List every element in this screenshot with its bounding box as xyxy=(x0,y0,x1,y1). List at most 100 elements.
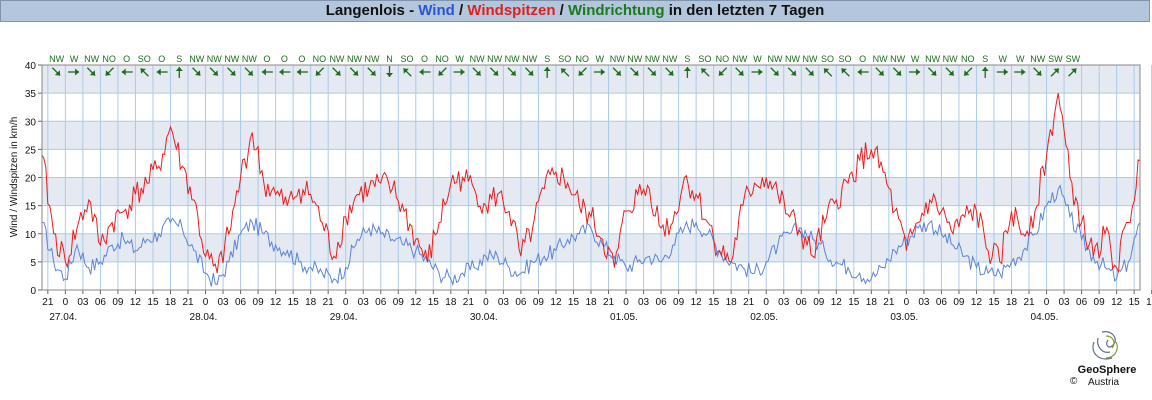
direction-label: NW xyxy=(767,54,782,64)
x-tick-label: 21 xyxy=(743,297,755,308)
title-separator: / xyxy=(454,2,468,19)
arrow-head xyxy=(948,70,954,76)
arrow-head xyxy=(790,70,797,76)
direction-arrow-icon xyxy=(227,67,236,76)
x-tick-label: 03 xyxy=(1059,297,1071,308)
arrow-head xyxy=(510,70,516,76)
direction-label: NW xyxy=(470,54,485,64)
x-tick-label: 12 xyxy=(971,297,983,308)
x-tick-label: 21 xyxy=(323,297,335,308)
arrow-head xyxy=(261,68,266,76)
direction-label: S xyxy=(684,54,690,64)
arrow-head xyxy=(773,70,779,76)
direction-label: NW xyxy=(329,54,344,64)
direction-arrow-icon xyxy=(68,68,80,76)
direction-label: SO xyxy=(698,54,711,64)
direction-label: NW xyxy=(943,54,958,64)
x-tick-label: 12 xyxy=(691,297,703,308)
direction-label: NW xyxy=(645,54,660,64)
x-tick-label: 12 xyxy=(831,297,843,308)
direction-arrow-icon xyxy=(296,68,308,76)
arrow-head xyxy=(633,70,639,76)
direction-arrow-icon xyxy=(805,67,814,76)
x-tick-label: 12 xyxy=(410,297,422,308)
y-tick-labels: 0 5 10 15 20 25 30 35 40 xyxy=(25,61,37,297)
x-tick-label: 09 xyxy=(1094,297,1106,308)
direction-arrow-icon xyxy=(593,68,605,76)
arrow-head xyxy=(370,70,376,76)
direction-label: NW xyxy=(207,54,222,64)
direction-label: O xyxy=(859,54,866,64)
x-tick-label: 06 xyxy=(235,297,247,308)
direction-arrow-icon xyxy=(751,68,763,76)
x-tick-label: 21 xyxy=(603,297,615,308)
direction-label: O xyxy=(421,54,428,64)
arrow-head xyxy=(460,68,465,76)
logo-country: Austria xyxy=(1088,377,1120,388)
x-tick-label: 09 xyxy=(813,297,825,308)
direction-label: W xyxy=(1016,54,1025,64)
x-tick-label: 09 xyxy=(253,297,265,308)
direction-arrow-icon xyxy=(875,67,885,76)
direction-label: NW xyxy=(627,54,642,64)
arrow-head xyxy=(561,68,567,74)
x-tick-label: 0 xyxy=(203,297,209,308)
arrow-head xyxy=(683,67,691,71)
direction-label: NO xyxy=(102,54,116,64)
direction-arrow-icon xyxy=(175,67,183,78)
x-tick-label: 0 xyxy=(623,297,629,308)
arrow-head xyxy=(738,70,744,76)
direction-label: W xyxy=(596,54,605,64)
arrow-head xyxy=(175,67,183,71)
x-tick-label: 0 xyxy=(483,297,489,308)
geosphere-emblem-icon xyxy=(1092,331,1118,360)
direction-arrow-icon xyxy=(349,67,359,76)
x-tick-label: 06 xyxy=(936,297,948,308)
direction-label: NW xyxy=(347,54,362,64)
direction-arrow-icon xyxy=(156,68,168,76)
arrow-head xyxy=(895,70,902,76)
direction-label: NW xyxy=(189,54,204,64)
direction-arrow-icon xyxy=(718,67,728,76)
direction-arrow-icon xyxy=(86,67,96,76)
day-label: 03.05. xyxy=(890,312,918,323)
x-tick-label: 03 xyxy=(778,297,790,308)
arrow-head xyxy=(916,68,921,76)
x-tick-label: 0 xyxy=(763,297,769,308)
x-tick-label: 15 xyxy=(988,297,1000,308)
direction-label: NW xyxy=(242,54,257,64)
direction-label: S xyxy=(544,54,550,64)
direction-label: W xyxy=(70,54,79,64)
arrow-head xyxy=(335,70,341,76)
arrow-head xyxy=(1071,68,1077,74)
wind-line xyxy=(42,184,1141,287)
x-tick-label: 0 xyxy=(1044,297,1050,308)
arrow-head xyxy=(1003,68,1008,76)
direction-label: NW xyxy=(487,54,502,64)
direction-arrow-icon xyxy=(209,67,219,76)
x-tick-label: 09 xyxy=(112,297,124,308)
direction-arrow-icon xyxy=(386,66,393,77)
x-tick-label: 21 xyxy=(182,297,194,308)
arrow-head xyxy=(352,70,359,76)
day-label: 30.04. xyxy=(470,312,498,323)
x-tick-label: 03 xyxy=(77,297,89,308)
direction-row: NW W NW NO O SO O S NW NW NW NW O O O NO NW NW NW N SO O NO W NW… xyxy=(49,54,1081,78)
direction-arrow-icon xyxy=(560,68,570,77)
direction-label: NW xyxy=(364,54,379,64)
direction-arrow-icon xyxy=(647,67,657,76)
geosphere-logo: GeoSphere © Austria xyxy=(1068,328,1148,392)
direction-label: NW xyxy=(732,54,747,64)
direction-arrow-icon xyxy=(996,68,1008,76)
y-tick-label: 15 xyxy=(25,202,37,213)
x-tick-label: 06 xyxy=(375,297,387,308)
direction-arrow-icon xyxy=(1014,68,1026,76)
direction-arrow-icon xyxy=(489,67,499,76)
x-tick-label: 06 xyxy=(796,297,808,308)
arrow-head xyxy=(212,70,218,76)
direction-arrow-icon xyxy=(244,67,254,76)
arrow-head xyxy=(247,70,253,76)
axes xyxy=(38,64,1152,294)
x-tick-label: 18 xyxy=(1146,297,1152,308)
